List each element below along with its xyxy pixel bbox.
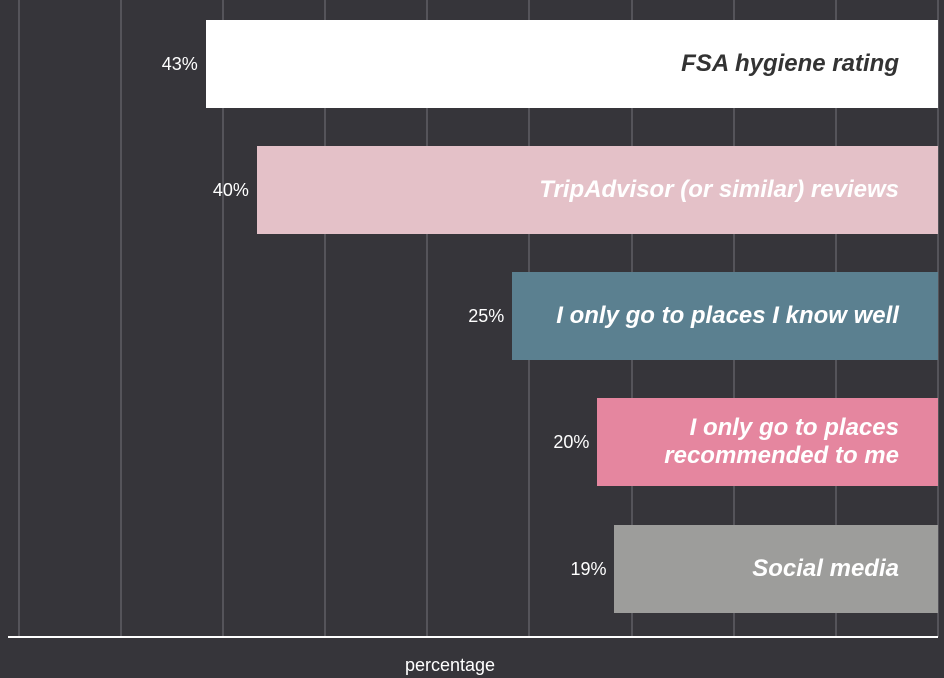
bar: I only go to places I know well [512, 272, 938, 360]
category-label: TripAdvisor (or similar) reviews [539, 176, 899, 203]
grid-line [324, 0, 326, 637]
x-axis-label: percentage [404, 655, 496, 675]
grid-line [17, 0, 20, 637]
category-label: I only go to places I know well [556, 302, 899, 329]
x-axis-line [8, 636, 938, 638]
category-label: FSA hygiene rating [681, 50, 899, 77]
grid-line [221, 0, 224, 637]
grid-line [937, 0, 939, 637]
bar: TripAdvisor (or similar) reviews [256, 146, 938, 234]
value-label: 20% [553, 432, 590, 452]
value-label: 25% [468, 306, 505, 326]
value-label: 19% [570, 559, 607, 579]
value-label: 40% [212, 180, 249, 200]
grid-line [119, 0, 122, 637]
bar: Social media [614, 525, 938, 613]
category-label: I only go to places recommended to me [664, 414, 899, 469]
category-label: Social media [752, 555, 899, 582]
value-label: 43% [161, 54, 198, 74]
bar: I only go to places recommended to me [597, 398, 938, 486]
grid-line [426, 0, 429, 637]
bar: FSA hygiene rating [205, 20, 938, 108]
